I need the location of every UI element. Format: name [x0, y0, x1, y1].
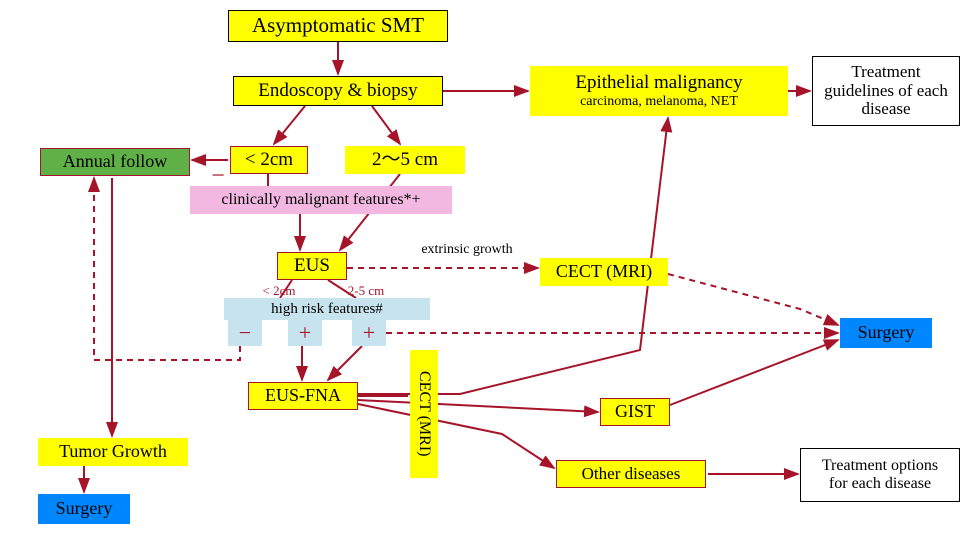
node-options-line-0: Treatment options [822, 457, 938, 475]
node-annual: Annual follow [40, 148, 190, 176]
node-epith-line-1: carcinoma, melanoma, NET [580, 94, 738, 109]
node-r25: 2～5 cm [345, 146, 465, 174]
node-surgery2: Surgery [38, 494, 130, 524]
node-asympt-line-0: Asymptomatic SMT [252, 14, 424, 37]
node-other-line-0: Other diseases [582, 465, 681, 484]
edge-gist-surgery [670, 340, 838, 405]
node-plus2-line-0: + [363, 321, 375, 345]
node-hrf: high risk features# [224, 298, 430, 320]
edge-endo-lt2 [274, 106, 305, 144]
node-tumorg-line-0: Tumor Growth [59, 442, 167, 462]
node-minus1-line-0: − [211, 163, 225, 189]
node-annual-line-0: Annual follow [63, 152, 167, 172]
node-epith-line-0: Epithelial malignancy [575, 73, 742, 94]
edge-plus2-eusfna [328, 346, 362, 380]
node-clinfeat: clinically malignant features*+ [190, 186, 452, 214]
node-surgery2-line-0: Surgery [56, 499, 113, 519]
node-minus2: − [228, 320, 262, 346]
node-endo-line-0: Endoscopy & biopsy [258, 81, 417, 102]
node-eus: EUS [277, 252, 347, 280]
node-guidelines: Treatmentguidelines of eachdisease [812, 56, 960, 126]
node-lab_25-line-0: 2-5 cm [348, 284, 384, 298]
node-guidelines-line-2: disease [861, 100, 910, 119]
node-surgery1: Surgery [840, 318, 932, 348]
node-plus1: + [288, 320, 322, 346]
node-guidelines-line-0: Treatment [851, 63, 920, 82]
node-asympt: Asymptomatic SMT [228, 10, 448, 42]
node-lt2-line-0: < 2cm [245, 150, 293, 171]
node-epith: Epithelial malignancycarcinoma, melanoma… [530, 66, 788, 116]
node-gist-line-0: GIST [615, 402, 655, 422]
node-plus1-line-0: + [299, 321, 311, 345]
node-endo: Endoscopy & biopsy [233, 76, 443, 106]
edge-cect-surgery [668, 274, 838, 325]
node-other: Other diseases [556, 460, 706, 488]
edge-eusfna-other [358, 404, 554, 468]
node-r25-line-0: 2～5 cm [372, 150, 438, 171]
node-eusfna-line-0: EUS-FNA [265, 386, 341, 406]
node-clinfeat-line-0: clinically malignant features*+ [221, 191, 420, 209]
node-cectv-line-0: CECT (MRI) [415, 371, 433, 456]
node-cectv: CECT (MRI) [410, 350, 438, 478]
node-eus-line-0: EUS [294, 256, 330, 277]
node-eusfna: EUS-FNA [248, 382, 358, 410]
node-lt2: < 2cm [230, 146, 308, 174]
edge-eusfna-gist [358, 400, 598, 412]
node-extrinsic-line-0: extrinsic growth [421, 242, 512, 257]
node-surgery1-line-0: Surgery [858, 323, 915, 343]
node-tumorg: Tumor Growth [38, 438, 188, 466]
node-minus1: − [206, 164, 230, 188]
node-options: Treatment optionsfor each disease [800, 448, 960, 502]
node-minus2-line-0: − [239, 321, 251, 345]
node-lab_lt2-line-0: < 2cm [263, 284, 296, 298]
node-guidelines-line-1: guidelines of each [824, 82, 948, 101]
node-cect-line-0: CECT (MRI) [556, 262, 652, 282]
flowchart-canvas: Asymptomatic SMT Endoscopy & biopsy Epithe… [0, 0, 976, 542]
node-cect: CECT (MRI) [540, 258, 668, 286]
node-extrinsic: extrinsic growth [400, 240, 534, 260]
node-options-line-1: for each disease [829, 475, 931, 493]
node-plus2: + [352, 320, 386, 346]
node-gist: GIST [600, 398, 670, 426]
node-hrf-line-0: high risk features# [271, 301, 383, 318]
edge-endo-r25 [372, 106, 400, 144]
